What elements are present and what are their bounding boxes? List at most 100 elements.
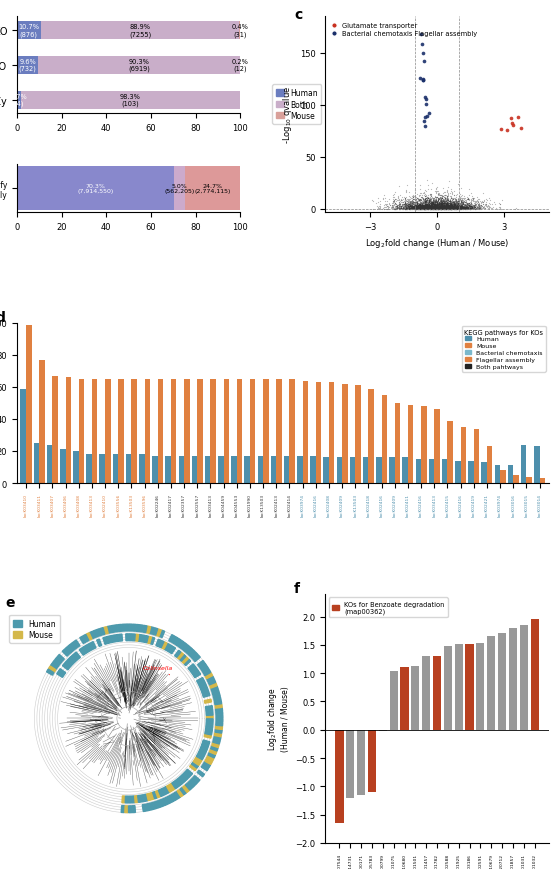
Point bbox=[380, 189, 389, 202]
Point bbox=[405, 202, 414, 216]
Point bbox=[456, 202, 465, 216]
Point bbox=[411, 202, 420, 216]
Point bbox=[393, 199, 402, 213]
Point bbox=[399, 201, 408, 215]
Point bbox=[444, 197, 452, 211]
Point bbox=[432, 202, 441, 216]
Point bbox=[424, 198, 433, 212]
Point bbox=[446, 196, 455, 209]
Point bbox=[436, 202, 445, 216]
Point bbox=[421, 198, 430, 212]
Point bbox=[442, 192, 451, 206]
Point bbox=[430, 202, 439, 216]
Point bbox=[410, 194, 419, 208]
Point bbox=[480, 199, 489, 213]
Point bbox=[409, 189, 418, 203]
Point bbox=[418, 201, 427, 215]
Point bbox=[441, 200, 450, 214]
Point bbox=[442, 201, 451, 215]
Point bbox=[460, 202, 469, 216]
Point bbox=[421, 197, 430, 211]
Point bbox=[409, 196, 418, 210]
Point bbox=[452, 202, 461, 216]
Point bbox=[416, 201, 424, 215]
Point bbox=[456, 198, 465, 212]
Point bbox=[427, 200, 436, 214]
Point bbox=[436, 200, 445, 214]
Point bbox=[413, 202, 422, 216]
Point bbox=[409, 202, 418, 216]
Point bbox=[438, 196, 447, 209]
Point bbox=[451, 199, 460, 213]
Point bbox=[443, 201, 452, 215]
Point bbox=[424, 201, 433, 215]
Point bbox=[463, 201, 472, 215]
Point bbox=[452, 201, 461, 215]
Point bbox=[435, 202, 444, 216]
Point bbox=[398, 201, 407, 215]
Point bbox=[426, 199, 435, 213]
Point bbox=[413, 200, 422, 214]
Point bbox=[424, 200, 433, 214]
Point bbox=[419, 202, 428, 216]
Point bbox=[440, 201, 449, 215]
Point bbox=[456, 202, 465, 216]
Point bbox=[462, 199, 471, 213]
Point bbox=[437, 196, 446, 209]
Point bbox=[434, 200, 443, 214]
Point bbox=[443, 202, 452, 216]
Point bbox=[393, 202, 402, 216]
Point bbox=[422, 202, 431, 216]
Bar bbox=[357, 730, 365, 795]
Point bbox=[439, 195, 448, 209]
Point bbox=[420, 193, 429, 207]
Point bbox=[447, 202, 456, 216]
Point bbox=[399, 201, 408, 215]
Bar bbox=[408, 405, 413, 483]
Point bbox=[402, 194, 410, 208]
Point bbox=[426, 200, 435, 214]
Point bbox=[415, 202, 424, 216]
Polygon shape bbox=[192, 762, 199, 768]
Polygon shape bbox=[46, 669, 54, 675]
Point bbox=[437, 189, 446, 203]
Point bbox=[433, 200, 442, 214]
Point bbox=[432, 202, 441, 216]
Point bbox=[417, 198, 426, 212]
Point bbox=[436, 202, 445, 216]
Point bbox=[402, 201, 410, 215]
Point bbox=[443, 197, 452, 211]
Point bbox=[433, 200, 442, 214]
Bar bbox=[530, 620, 539, 730]
Point bbox=[447, 202, 456, 216]
Point bbox=[420, 202, 429, 216]
Point bbox=[389, 202, 398, 216]
Point bbox=[404, 202, 413, 216]
Point bbox=[426, 202, 435, 216]
Point bbox=[390, 194, 399, 208]
Point bbox=[458, 200, 466, 214]
Point bbox=[437, 197, 446, 211]
Point bbox=[456, 201, 465, 215]
Point bbox=[432, 181, 441, 195]
Legend: Human, Mouse: Human, Mouse bbox=[10, 615, 60, 643]
Point bbox=[445, 202, 454, 216]
Polygon shape bbox=[199, 749, 207, 754]
Point bbox=[434, 192, 443, 206]
Point bbox=[456, 199, 465, 213]
Point bbox=[416, 179, 424, 193]
Point bbox=[432, 200, 441, 214]
Point bbox=[436, 189, 445, 203]
Point bbox=[408, 193, 417, 207]
Point bbox=[404, 197, 413, 211]
Point bbox=[433, 197, 442, 211]
Point bbox=[429, 198, 438, 212]
Point bbox=[412, 200, 421, 214]
Point bbox=[427, 198, 436, 212]
Point bbox=[418, 190, 427, 204]
Polygon shape bbox=[216, 719, 223, 722]
Point bbox=[422, 200, 431, 214]
Point bbox=[414, 202, 423, 216]
Point bbox=[450, 202, 459, 216]
Point bbox=[434, 201, 443, 215]
